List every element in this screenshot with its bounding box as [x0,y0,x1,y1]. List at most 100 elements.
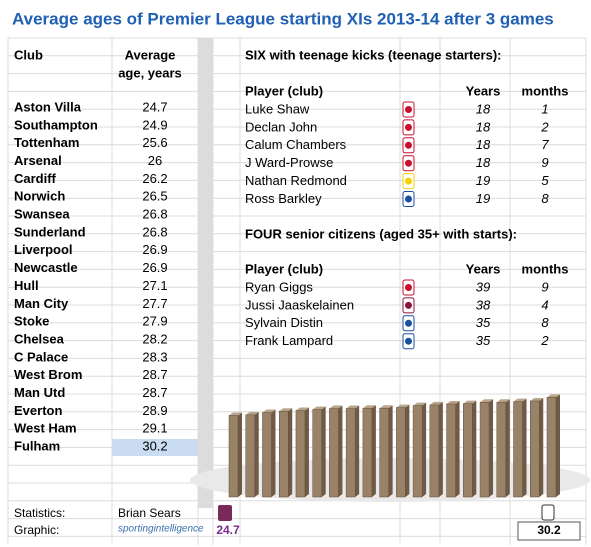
club-name: Cardiff [14,171,57,186]
bar-side [455,400,460,497]
logo: sportingintelligence [118,524,204,535]
bar [262,412,272,498]
player-months: 2 [540,333,549,348]
bar-side [556,394,560,497]
club-age: 24.7 [142,99,167,114]
crest [405,123,412,131]
section-title: FOUR senior citizens (aged 35+ with star… [245,226,517,241]
title: Average ages of Premier League starting … [12,9,554,28]
bar-top [413,402,427,406]
column-header: Player (club) [245,83,323,98]
bar-top [245,411,259,415]
column-header: Years [466,261,501,276]
bar [412,405,423,498]
club-name: West Brom [14,367,82,382]
player-months: 8 [541,191,549,206]
bar-top [496,399,510,403]
player-name: Calum Chambers [245,137,347,152]
bar-top [229,412,242,416]
club-name: Norwich [14,189,65,204]
club-age: 24.9 [142,117,167,132]
bar-side [422,402,427,497]
bar-top [446,400,460,404]
crest [405,319,412,327]
section-title: SIX with teenage kicks (teenage starters… [245,47,501,62]
player-years: 35 [476,333,491,348]
bar-top [379,405,393,409]
bar-top [295,407,309,411]
player-months: 7 [541,137,549,152]
footer-label: Graphic: [14,523,59,537]
bar-side [238,412,242,497]
bar-side [271,409,276,497]
crest [405,159,412,167]
bar [396,407,406,498]
bar-top [346,405,360,409]
player-name: Declan John [245,119,317,134]
bar-side [405,404,410,497]
separator-column [198,38,213,508]
crest [405,337,412,345]
club-age: 28.2 [142,331,167,346]
club-age: 26.9 [142,242,167,257]
club-age: 26 [148,153,162,168]
club-age: 26.2 [142,171,167,186]
club-age: 26.5 [142,189,167,204]
club-age: 26.8 [142,224,167,239]
bar-top [312,406,326,410]
bar-side [304,407,309,497]
bar [429,404,440,498]
player-months: 2 [540,119,549,134]
club-age: 27.9 [142,314,167,329]
bar-top [362,405,376,409]
crest [405,195,412,203]
bar [278,410,289,498]
player-years: 19 [476,173,490,188]
player-months: 5 [541,173,549,188]
player-years: 39 [476,279,490,294]
bar-side [489,399,494,497]
bar-top [480,399,494,403]
player-years: 19 [476,191,490,206]
bar-top [396,404,410,408]
bar-top [429,401,443,405]
player-name: Nathan Redmond [245,173,347,188]
player-months: 1 [541,101,548,116]
bar [312,409,322,498]
bar-side [438,401,443,497]
bar-top [530,397,544,401]
bar-side [355,405,360,497]
header-age: Average [125,47,176,62]
chart-label: 30.2 [537,523,561,537]
column-header: months [522,83,569,98]
bar [329,408,339,498]
bar-side [288,408,293,497]
player-name: Ross Barkley [245,191,322,206]
club-age: 28.9 [142,403,167,418]
header-club: Club [14,47,43,62]
crest [405,301,412,309]
club-age: 28.7 [142,385,167,400]
bar [379,407,389,498]
club-name: Man City [14,296,69,311]
value-box [517,521,581,541]
bar-top [262,409,276,413]
club-age: 27.1 [142,278,167,293]
player-name: Frank Lampard [245,333,333,348]
player-months: 9 [541,155,548,170]
player-name: Sylvain Distin [245,315,323,330]
bar [530,400,540,498]
crest [405,106,412,113]
bar [463,403,473,498]
bar [479,402,490,498]
crest [405,177,412,185]
bar [295,410,306,498]
header-age: age, years [118,65,182,80]
bar-side [505,399,510,497]
player-years: 35 [476,315,491,330]
player-name: Jussi Jaaskelainen [245,297,354,312]
bar [513,401,523,498]
club-name: Hull [14,278,39,293]
club-age: 27.7 [142,296,167,311]
